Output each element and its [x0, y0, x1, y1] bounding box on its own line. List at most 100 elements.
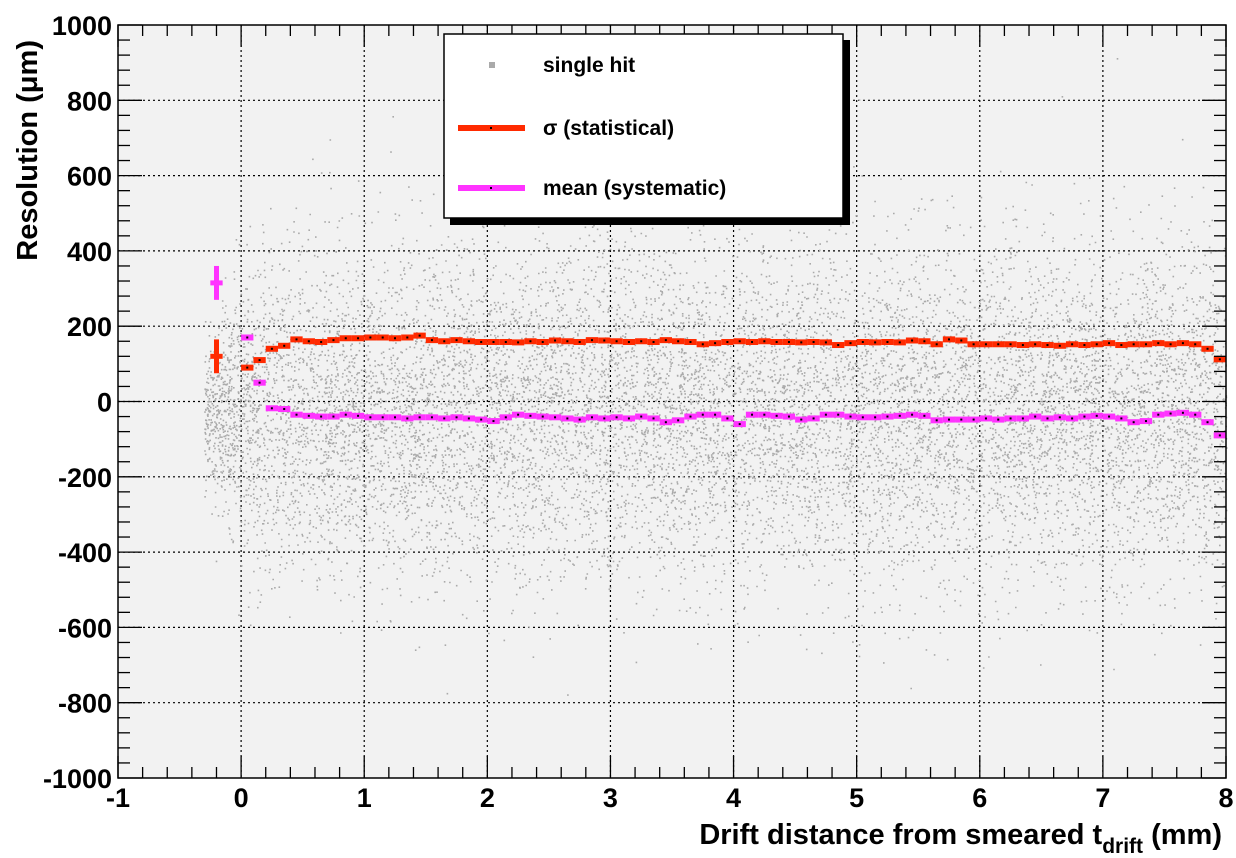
sigma-bin-center: [381, 336, 384, 339]
sigma-bin-center: [1120, 344, 1123, 347]
mean-bin-center: [344, 413, 347, 416]
sigma-bin-center: [689, 341, 692, 344]
sigma-bin-center: [960, 339, 963, 342]
mean-bin-center: [1058, 416, 1061, 419]
sigma-bin-center: [394, 337, 396, 340]
sigma-bin-center: [492, 341, 495, 344]
x-tick-label: 5: [849, 783, 864, 813]
sigma-bin-center: [270, 347, 273, 350]
sigma-bin-center: [307, 340, 310, 343]
sigma-bin-center: [430, 339, 433, 342]
sigma-bin-center: [615, 340, 618, 343]
x-axis-label: Drift distance from smeared tdrift (mm): [699, 819, 1222, 858]
mean-bin-center: [911, 413, 914, 416]
sigma-bin-center: [258, 359, 261, 362]
sigma-bin-center: [1194, 343, 1197, 346]
sigma-bin-center: [1108, 342, 1111, 345]
mean-bin-center: [283, 408, 286, 411]
x-tick-label: 0: [234, 783, 249, 813]
sigma-bin-center: [443, 340, 446, 343]
sigma-bin-center: [664, 339, 667, 342]
sigma-bin-center: [923, 340, 926, 343]
mean-bin-center: [763, 413, 766, 416]
sigma-bin-center: [1206, 347, 1209, 350]
mean-bin-center: [640, 415, 643, 418]
mean-bin-center: [861, 416, 864, 419]
sigma-bin-center: [1218, 358, 1221, 361]
x-tick-label: 4: [726, 783, 741, 813]
mean-bin-center: [406, 417, 409, 420]
mean-bin-center: [578, 418, 581, 421]
sigma-bin-center: [972, 343, 975, 346]
sigma-bin-center: [837, 344, 840, 347]
sigma-bin-center: [652, 341, 655, 344]
mean-bin-center: [972, 418, 975, 421]
sigma-bin-center: [1132, 343, 1135, 346]
mean-bin-center: [270, 407, 273, 410]
x-tick-label: 2: [480, 783, 495, 813]
mean-bin-center: [726, 417, 729, 420]
sigma-bin-center: [1144, 343, 1147, 346]
y-tick-label: 400: [67, 237, 112, 267]
sigma-bin-center: [1157, 342, 1160, 345]
mean-bin-center: [1206, 421, 1209, 424]
mean-bin-center: [320, 415, 323, 418]
sigma-bin-center: [369, 336, 372, 339]
mean-bin-center: [590, 416, 593, 419]
mean-bin-center: [898, 414, 901, 417]
mean-bin-center: [492, 420, 495, 423]
mean-bin-center: [430, 416, 433, 419]
mean-bin-center: [258, 381, 261, 384]
mean-bin-center: [837, 413, 840, 416]
sigma-bin-center: [849, 342, 852, 345]
mean-bin-center: [824, 413, 827, 416]
sigma-bin-center: [787, 341, 790, 344]
mean-bin-center: [1157, 413, 1160, 416]
mean-bin-center: [295, 413, 298, 416]
single-hit-points: [204, 58, 1228, 696]
sigma-bin-center: [701, 343, 704, 346]
mean-bin-center: [381, 416, 384, 419]
sigma-bin-center: [1058, 344, 1061, 347]
sigma-bin-center: [320, 341, 323, 344]
mean-bin-center: [800, 418, 803, 421]
mean-bin-center: [554, 416, 557, 419]
mean-bin-center: [627, 417, 630, 420]
mean-bin-center: [652, 417, 655, 420]
x-tick-label: 7: [1095, 783, 1110, 813]
mean-bin-center: [948, 418, 950, 421]
mean-bin-center: [1132, 421, 1135, 424]
mean-bin-center: [701, 413, 704, 416]
mean-bin-center: [246, 336, 249, 339]
mean-bin-center: [886, 415, 889, 418]
sigma-bin-center: [357, 337, 360, 340]
mean-bin-center: [775, 414, 778, 417]
mean-bin-center: [307, 414, 310, 417]
x-tick-label: 8: [1218, 783, 1233, 813]
mean-bin-center: [1095, 414, 1098, 417]
mean-bin-center: [332, 415, 335, 418]
y-tick-label: -800: [58, 689, 112, 719]
x-tick-label: 3: [603, 783, 618, 813]
mean-bin-center: [689, 415, 692, 418]
mean-bin-center: [480, 418, 483, 421]
legend-label-single-hit: single hit: [543, 54, 635, 77]
mean-bin-center: [504, 416, 507, 419]
mean-bin-center: [751, 413, 754, 416]
mean-bin-center: [603, 417, 606, 420]
sigma-series: [210, 332, 1226, 374]
y-tick-label: -1000: [43, 764, 112, 794]
axis-ticks: [117, 24, 1227, 779]
sigma-bin-center: [948, 338, 950, 341]
sigma-bin-center: [677, 340, 680, 343]
sigma-bin-center: [997, 343, 1000, 346]
mean-bin-center: [1046, 417, 1049, 420]
mean-bin-center: [1034, 415, 1037, 418]
mean-bin-center: [369, 416, 372, 419]
sigma-bin-center: [1021, 344, 1024, 347]
y-tick-label: 200: [67, 312, 112, 342]
mean-bin-center: [812, 417, 815, 420]
mean-bin-center: [923, 414, 926, 417]
binned-series: [210, 265, 1226, 439]
